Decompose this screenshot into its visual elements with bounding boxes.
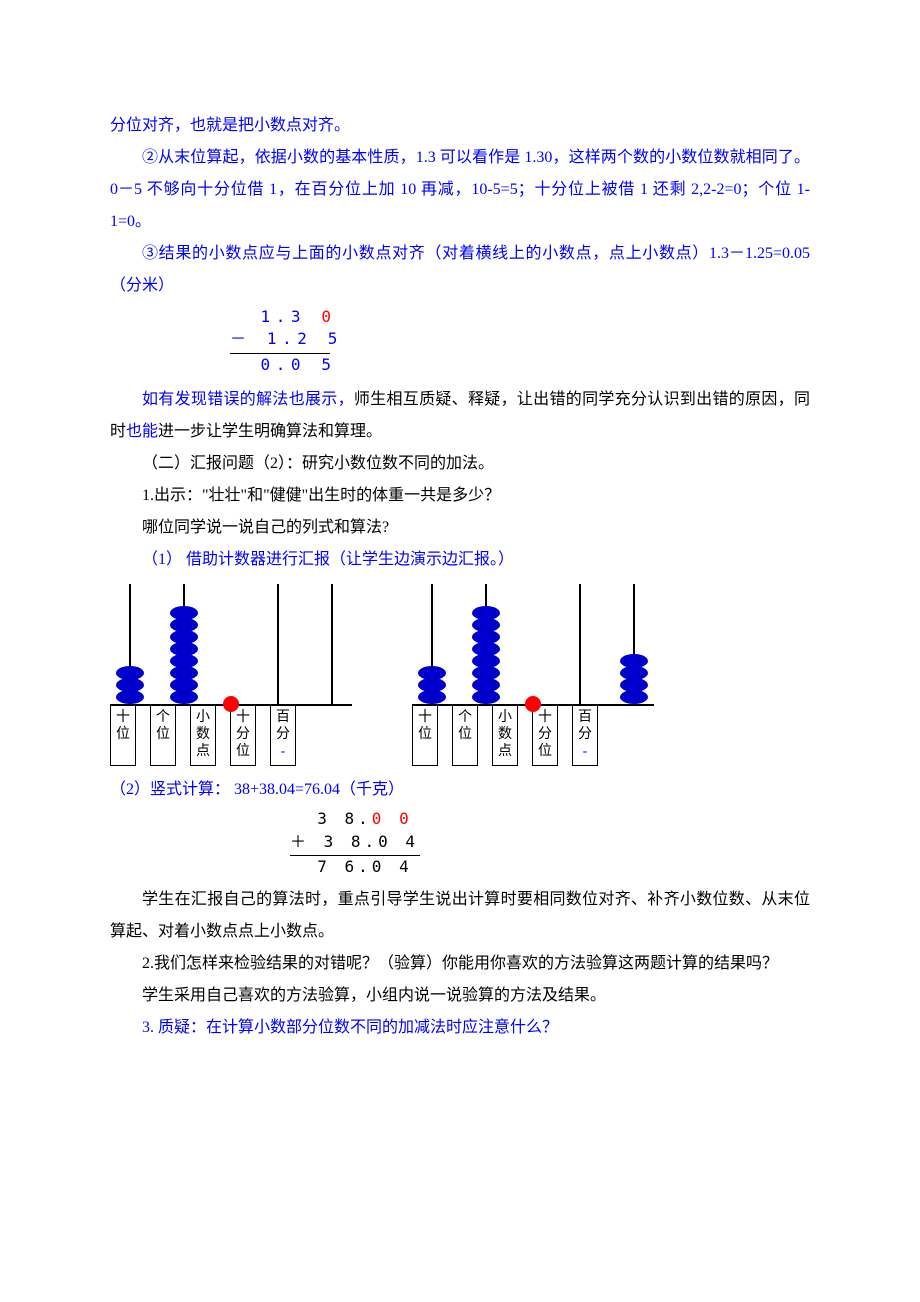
rod-line: [183, 584, 185, 704]
p4d: 进一步让学生明确算法和算理。: [158, 423, 382, 440]
abacus-rod: [560, 584, 600, 704]
labels-right: 十位个位小数点十分位百分-: [412, 706, 654, 766]
abacus-rod: [614, 584, 654, 704]
rod-line: [331, 584, 333, 704]
abacus-left: 十位个位小数点十分位百分-: [110, 584, 352, 766]
abacus-rod: [164, 584, 204, 704]
add-line-2: ＋ 3 8.0 4: [290, 831, 810, 853]
rods-left: [110, 584, 352, 706]
rod-line: [129, 584, 131, 704]
rod-line: [277, 584, 279, 704]
para-step2: ②从末位算起，依据小数的基本性质，1.3 可以看作是 1.30，这样两个数的小数…: [110, 142, 810, 238]
question-1: 1.出示："壮壮"和"健健"出生时的体重一共是多少？: [110, 480, 810, 512]
p4c: 也能: [126, 423, 158, 440]
place-label: 十分位: [532, 706, 558, 766]
rods-right: [412, 584, 654, 706]
question-2: 2.我们怎样来检验结果的对错呢？（验算）你能用你喜欢的方法验算这两题计算的结果吗…: [110, 948, 810, 980]
place-label: 个位: [452, 706, 478, 766]
add-line-1: 3 8.0 0: [290, 808, 810, 830]
calc1-l1a: 1.3: [230, 307, 321, 326]
abacus-row: 十位个位小数点十分位百分- 十位个位小数点十分位百分-: [110, 584, 810, 766]
decimal-dot-slot: [520, 584, 546, 704]
bead: [170, 690, 198, 704]
place-label: 小数点: [492, 706, 518, 766]
para-5: 学生在汇报自己的算法时，重点引导学生说出计算时要相同数位对齐、补齐小数位数、从末…: [110, 884, 810, 948]
place-label: 小数点: [190, 706, 216, 766]
rod-line: [485, 584, 487, 704]
decimal-dot-slot: [218, 584, 244, 704]
question-1b: 哪位同学说一说自己的列式和算法?: [110, 512, 810, 544]
calc-line-2: － 1.2 5: [230, 328, 810, 350]
heading-2: （二）汇报问题（2）：研究小数位数不同的加法。: [110, 448, 810, 480]
place-label: 百分-: [270, 706, 296, 766]
abacus-rod: [412, 584, 452, 704]
place-label: 十位: [110, 706, 136, 766]
step-1: （1） 借助计数器进行汇报（让学生边演示边汇报。）: [110, 544, 810, 576]
subtraction-vertical: 1.3 0 － 1.2 5 0.0 5: [230, 306, 810, 376]
bead: [418, 690, 446, 704]
para-6: 学生采用自己喜欢的方法验算，小组内说一说验算的方法及结果。: [110, 980, 810, 1012]
place-label: 个位: [150, 706, 176, 766]
question-3: 3. 质疑：在计算小数部分位数不同的加减法时应注意什么？: [110, 1012, 810, 1044]
bead: [472, 690, 500, 704]
rod-line: [633, 584, 635, 704]
bead: [116, 690, 144, 704]
abacus-rod: [466, 584, 506, 704]
para-step3: ③结果的小数点应与上面的小数点对齐（对着横线上的小数点，点上小数点）1.3－1.…: [110, 238, 810, 302]
step-2: （2）竖式计算： 38+38.04=76.04（千克）: [110, 774, 810, 806]
abacus-rod: [258, 584, 298, 704]
para-align: 分位对齐，也就是把小数点对齐。: [110, 110, 810, 142]
rod-line: [579, 584, 581, 704]
rod-line: [431, 584, 433, 704]
place-label: 百分-: [572, 706, 598, 766]
calc-line-1: 1.3 0: [230, 306, 810, 328]
para-error-discuss: 如有发现错误的解法也展示，师生相互质疑、释疑，让出错的同学充分认识到出错的原因，…: [110, 384, 810, 448]
place-label: 十分位: [230, 706, 256, 766]
abacus-rod: [110, 584, 150, 704]
labels-left: 十位个位小数点十分位百分-: [110, 706, 352, 766]
place-label: 十位: [412, 706, 438, 766]
addition-vertical: 3 8.0 0 ＋ 3 8.0 4 7 6.0 4: [290, 808, 810, 878]
calc-line-3: 0.0 5: [230, 354, 810, 376]
calc1-l1b: 0: [321, 307, 336, 326]
c2l1b: 0 0: [372, 809, 413, 828]
add-line-3: 7 6.0 4: [290, 856, 810, 878]
abacus-rod: [312, 584, 352, 704]
p4a: 如有发现错误的解法也展示，: [142, 391, 354, 408]
c2l1a: 3 8.: [290, 809, 372, 828]
abacus-right: 十位个位小数点十分位百分-: [412, 584, 654, 766]
bead: [620, 690, 648, 704]
